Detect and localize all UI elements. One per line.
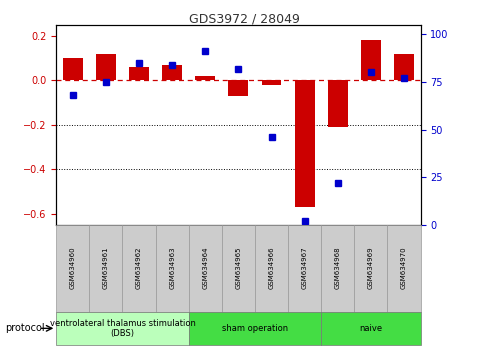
Text: ventrolateral thalamus stimulation
(DBS): ventrolateral thalamus stimulation (DBS) [49, 319, 195, 338]
Bar [222, 225, 254, 312]
Bar [89, 225, 122, 312]
Text: protocol: protocol [5, 323, 44, 333]
Bar [56, 312, 188, 345]
Bar [188, 312, 321, 345]
Text: sham operation: sham operation [222, 324, 287, 333]
Bar [261, 80, 281, 85]
Text: GSM634965: GSM634965 [235, 247, 241, 290]
Bar [327, 80, 347, 127]
Bar [386, 225, 420, 312]
Bar [195, 76, 215, 80]
Bar [321, 225, 354, 312]
Text: GSM634963: GSM634963 [169, 247, 175, 290]
Text: GSM634964: GSM634964 [202, 247, 208, 290]
Text: naive: naive [359, 324, 382, 333]
Bar [63, 58, 82, 80]
Bar [122, 225, 155, 312]
Bar [228, 80, 248, 96]
Bar [354, 225, 386, 312]
Bar [254, 225, 287, 312]
Text: GSM634960: GSM634960 [70, 247, 76, 290]
Bar [321, 312, 420, 345]
Bar [188, 225, 222, 312]
Bar [56, 225, 89, 312]
Text: GDS3972 / 28049: GDS3972 / 28049 [189, 12, 299, 25]
Text: GSM634961: GSM634961 [102, 247, 109, 290]
Bar [96, 54, 116, 80]
Bar [129, 67, 149, 80]
Bar [360, 40, 380, 80]
Text: GSM634962: GSM634962 [136, 247, 142, 290]
Bar [294, 80, 314, 207]
Text: GSM634969: GSM634969 [367, 247, 373, 290]
Bar [162, 65, 182, 80]
Text: GSM634966: GSM634966 [268, 247, 274, 290]
Text: GSM634967: GSM634967 [301, 247, 307, 290]
Bar [287, 225, 321, 312]
Text: GSM634970: GSM634970 [400, 247, 406, 290]
Text: GSM634968: GSM634968 [334, 247, 340, 290]
Bar [155, 225, 188, 312]
Bar [393, 54, 413, 80]
